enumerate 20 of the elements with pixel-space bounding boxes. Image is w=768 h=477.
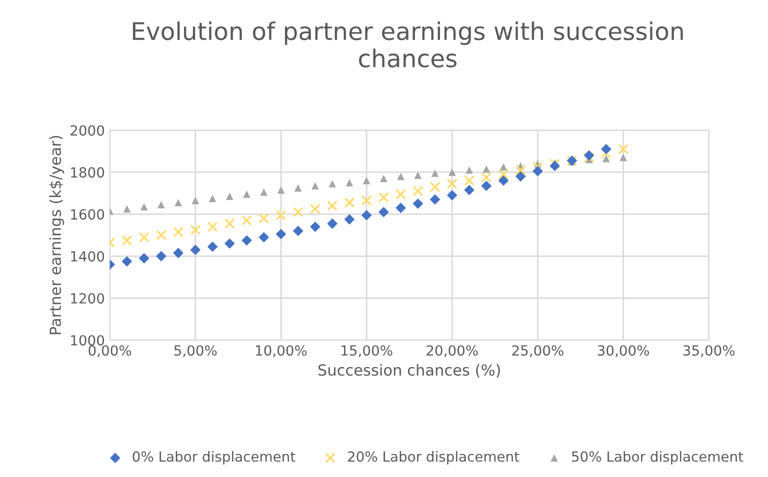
- chart-title: Evolution of partner earnings with succession chances: [132, 21, 683, 68]
- legend-label: 50% Labor displacement: [572, 451, 744, 464]
- y-axis-title: Partner earnings (k$/year): [49, 136, 64, 334]
- y-tick-label: 1800: [71, 167, 104, 178]
- x-tick-label: 15,00%: [342, 345, 392, 358]
- legend-label: 0% Labor displacement: [132, 451, 296, 464]
- y-tick-label: 1200: [71, 293, 104, 304]
- y-tick-label: 1600: [71, 209, 104, 220]
- y-tick-label: 1000: [71, 335, 104, 346]
- x-tick-label: 20,00%: [426, 345, 478, 358]
- x-tick-label: 30,00%: [598, 345, 649, 358]
- legend-label: 20% Labor displacement: [348, 451, 520, 464]
- y-tick-label: 1400: [71, 251, 104, 262]
- x-axis-title: Succession chances (%): [318, 364, 500, 378]
- x-tick-label: 5,00%: [174, 345, 217, 358]
- x-tick-label: 0,00%: [88, 345, 132, 358]
- x-tick-label: 25,00%: [512, 345, 564, 358]
- x-tick-label: 10,00%: [256, 345, 307, 358]
- y-tick-label: 2000: [70, 125, 104, 136]
- x-tick-label: 35,00%: [683, 345, 735, 358]
